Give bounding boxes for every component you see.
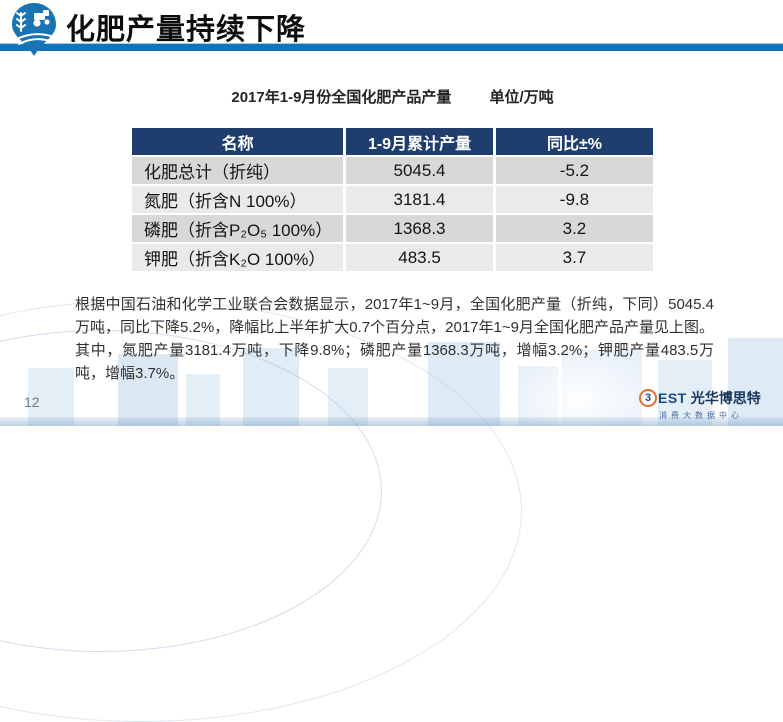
- cell-yoy: -9.8: [495, 186, 653, 213]
- best-logo-text: EST: [658, 390, 687, 406]
- table-caption-text: 2017年1-9月份全国化肥产品产量: [231, 89, 452, 106]
- cell-value: 483.5: [346, 244, 493, 271]
- table-caption: 2017年1-9月份全国化肥产品产量 单位/万吨: [129, 86, 656, 107]
- slide-title: 化肥产量持续下降: [66, 14, 307, 46]
- col-header-cumulative: 1-9月累计产量: [346, 128, 493, 155]
- cell-yoy: 3.7: [495, 244, 653, 271]
- summary-paragraph: 根据中国石油和化学工业联合会数据显示，2017年1~9月，全国化肥产量（折纯，下…: [75, 296, 714, 382]
- table-row: 钾肥（折含K₂O 100%） 483.5 3.7: [132, 244, 653, 271]
- table-header-row: 名称 1-9月累计产量 同比±%: [132, 128, 653, 155]
- page-number: 12: [24, 394, 40, 410]
- table-row: 化肥总计（折纯） 5045.4 -5.2: [132, 157, 653, 184]
- company-logo: 3 EST 光华博思特 消费大数据中心: [639, 388, 777, 421]
- header-divider-bar: [0, 43, 783, 51]
- cell-name: 化肥总计（折纯）: [132, 157, 344, 184]
- cell-value: 1368.3: [346, 215, 493, 242]
- cell-name: 氮肥（折含N 100%）: [132, 186, 344, 213]
- table-unit-label: 单位/万吨: [489, 89, 554, 106]
- cell-yoy: -5.2: [495, 157, 653, 184]
- brand-subtitle: 消费大数据中心: [659, 411, 743, 420]
- cell-name: 磷肥（折含P₂O₅ 100%）: [132, 215, 344, 242]
- cell-yoy: 3.2: [495, 215, 653, 242]
- cell-name: 钾肥（折含K₂O 100%）: [132, 244, 344, 271]
- brand-name: 光华博思特: [690, 390, 761, 406]
- col-header-yoy: 同比±%: [495, 128, 653, 155]
- table-section: 2017年1-9月份全国化肥产品产量 单位/万吨 名称 1-9月累计产量 同比±…: [129, 86, 656, 273]
- company-logo-row: 3 EST 光华博思特: [639, 388, 777, 408]
- cell-value: 5045.4: [346, 157, 493, 184]
- col-header-name: 名称: [132, 128, 344, 155]
- farm-balloon-logo-icon: [12, 3, 56, 56]
- best-logo-circle-icon: 3: [639, 389, 657, 407]
- production-table: 名称 1-9月累计产量 同比±% 化肥总计（折纯） 5045.4 -5.2 氮肥…: [129, 126, 656, 273]
- cell-value: 3181.4: [346, 186, 493, 213]
- table-row: 磷肥（折含P₂O₅ 100%） 1368.3 3.2: [132, 215, 653, 242]
- table-row: 氮肥（折含N 100%） 3181.4 -9.8: [132, 186, 653, 213]
